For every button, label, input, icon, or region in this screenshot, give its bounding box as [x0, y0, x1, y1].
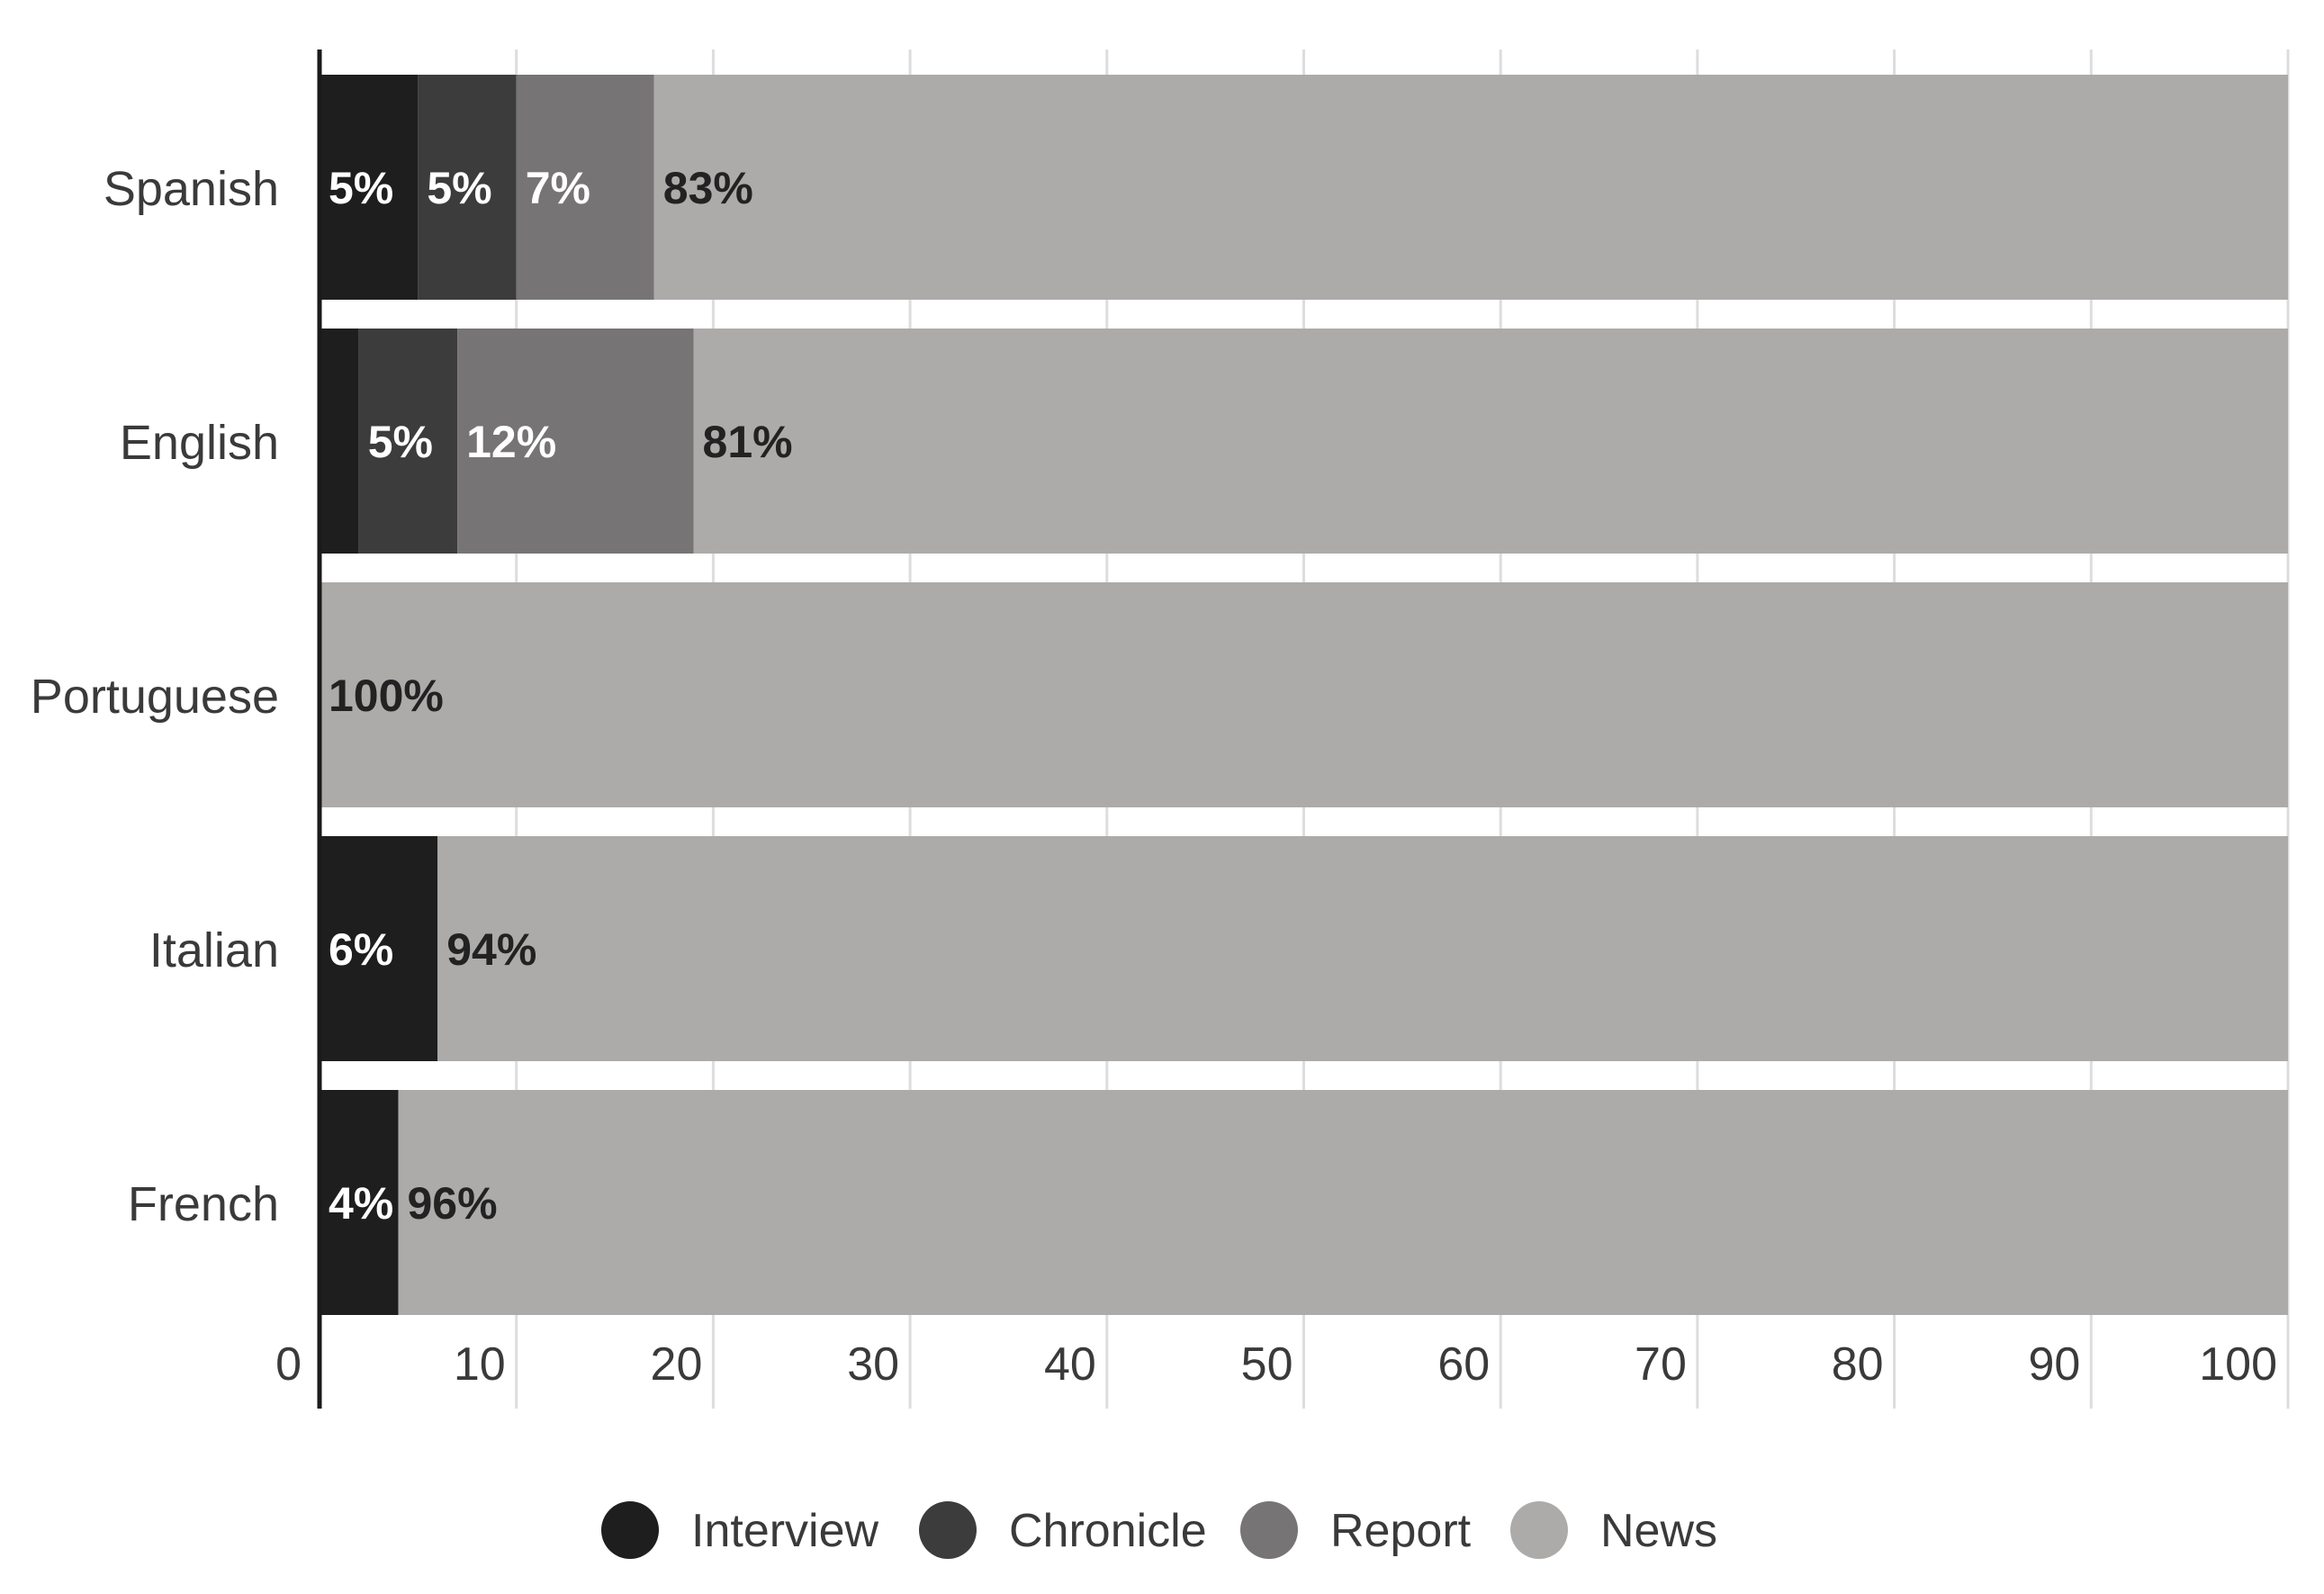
- bar-segment-news: [437, 836, 2289, 1061]
- data-label: 5%: [427, 163, 491, 213]
- x-tick-label: 60: [1437, 1338, 1490, 1391]
- bar-segment-news: [693, 329, 2288, 554]
- legend-marker: [1240, 1501, 1298, 1559]
- legend-label: Report: [1330, 1505, 1472, 1557]
- x-tick-label: 80: [1832, 1338, 1884, 1391]
- bar-segment-interview: [320, 836, 438, 1061]
- x-tick-label: 40: [1044, 1338, 1096, 1391]
- bar-segment-news: [320, 582, 2288, 807]
- data-label: 12%: [466, 417, 556, 467]
- bar-segment-news: [653, 75, 2288, 300]
- data-labels: 5% 5% 7% 83% 5% 12% 81% 100% 6% 94% 4% 96%: [329, 163, 793, 1229]
- legend-label: Interview: [691, 1505, 879, 1557]
- bar-segment-interview: [320, 1090, 399, 1315]
- category-label: French: [128, 1177, 279, 1231]
- bar-segment-report: [457, 329, 694, 554]
- x-tick-label: 10: [454, 1338, 506, 1391]
- x-tick-label: 30: [847, 1338, 899, 1391]
- data-label: 5%: [368, 417, 433, 467]
- data-label: 6%: [329, 924, 393, 975]
- bar-segment-interview: [320, 75, 419, 300]
- legend-label: News: [1600, 1505, 1717, 1557]
- x-tick-label: 90: [2028, 1338, 2080, 1391]
- data-label: 83%: [663, 163, 753, 213]
- data-label: 5%: [329, 163, 393, 213]
- legend: Interview Chronicle Report News: [601, 1501, 1717, 1559]
- data-label: 4%: [329, 1178, 393, 1229]
- category-label: Italian: [149, 923, 279, 977]
- category-label: Spanish: [104, 162, 279, 216]
- x-tick-label: 50: [1241, 1338, 1293, 1391]
- data-label: 96%: [407, 1178, 497, 1229]
- x-tick-label: 20: [651, 1338, 703, 1391]
- data-label: 81%: [703, 417, 793, 467]
- legend-label: Chronicle: [1009, 1505, 1207, 1557]
- x-tick-label: 70: [1635, 1338, 1687, 1391]
- x-tick-label: 0: [275, 1338, 302, 1391]
- bar-segment-interview: [320, 329, 359, 554]
- data-label: 7%: [526, 163, 590, 213]
- bar-segment-news: [398, 1090, 2289, 1315]
- bars: [320, 75, 2289, 1315]
- data-label: 100%: [329, 671, 444, 721]
- data-label: 94%: [446, 924, 536, 975]
- bar-segment-chronicle: [358, 329, 458, 554]
- legend-marker: [601, 1501, 659, 1559]
- category-label: Portuguese: [31, 670, 279, 724]
- legend-marker: [1510, 1501, 1568, 1559]
- bar-segment-report: [516, 75, 654, 300]
- x-tick-label: 100: [2199, 1338, 2277, 1391]
- axes: 0 10 20 30 40 50 60 70 80 90 100 Spanish English Port…: [31, 50, 2277, 1409]
- bar-segment-chronicle: [418, 75, 517, 300]
- category-label: English: [120, 416, 279, 470]
- legend-marker: [919, 1501, 977, 1559]
